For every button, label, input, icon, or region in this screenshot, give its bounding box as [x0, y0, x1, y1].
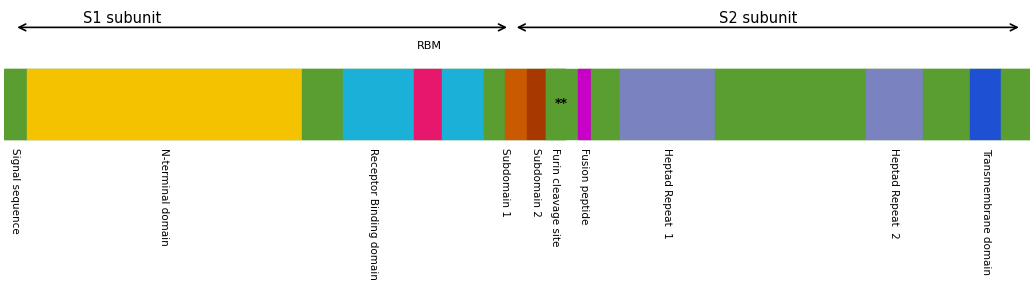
Text: **: **	[554, 97, 568, 111]
Bar	[590, 69, 619, 139]
Text: Heptad Repeat  2: Heptad Repeat 2	[889, 148, 900, 239]
Bar	[619, 69, 714, 139]
Bar	[546, 69, 566, 139]
Bar	[443, 69, 484, 139]
Bar	[505, 69, 527, 139]
Bar	[484, 69, 505, 139]
Bar	[923, 69, 970, 139]
Text: RBM: RBM	[418, 41, 443, 51]
Bar	[302, 69, 342, 139]
Text: Heptad Repeat  1: Heptad Repeat 1	[662, 148, 672, 239]
Text: Subdomain 1: Subdomain 1	[500, 148, 510, 217]
Text: S2 subunit: S2 subunit	[719, 11, 797, 26]
Bar	[342, 69, 415, 139]
Text: Transmembrane domain: Transmembrane domain	[980, 148, 991, 275]
Text: Receptor Binding domain: Receptor Binding domain	[368, 148, 378, 280]
Text: N-terminal domain: N-terminal domain	[159, 148, 170, 246]
Bar	[970, 69, 1001, 139]
Bar	[1001, 69, 1030, 139]
Bar	[415, 69, 443, 139]
Bar	[714, 69, 865, 139]
Text: Subdomain 2: Subdomain 2	[531, 148, 542, 217]
Bar	[546, 69, 566, 139]
Bar	[527, 69, 546, 139]
Text: S1 subunit: S1 subunit	[83, 11, 161, 26]
Bar	[27, 69, 302, 139]
Bar	[4, 69, 1030, 139]
Bar	[4, 69, 27, 139]
Bar	[865, 69, 923, 139]
Text: Furin cleavage site: Furin cleavage site	[550, 148, 560, 247]
Text: Signal sequence: Signal sequence	[10, 148, 21, 234]
Bar	[578, 69, 590, 139]
Text: Fusion peptide: Fusion peptide	[579, 148, 588, 224]
